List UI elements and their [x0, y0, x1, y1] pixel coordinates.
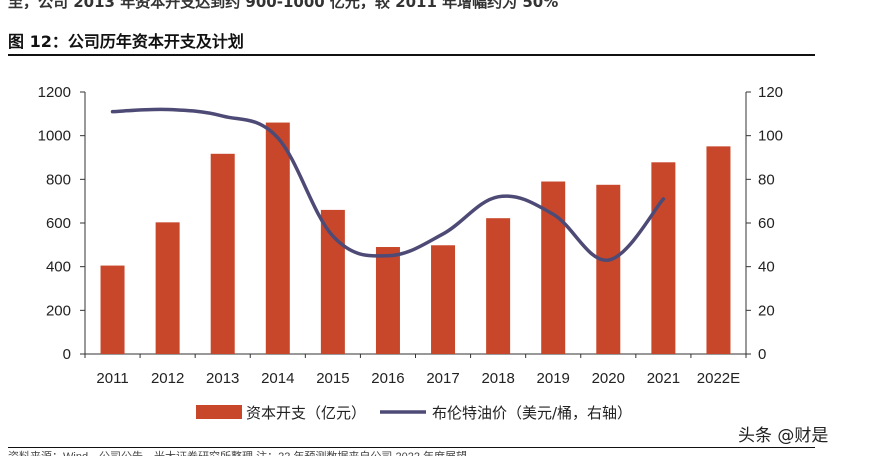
oil-price-line: [110, 107, 666, 262]
x-axis-tick-label: 2015: [316, 370, 349, 387]
capex-bar: [375, 247, 400, 354]
capex-bar: [596, 184, 621, 354]
left-axis-tick-label: 400: [46, 259, 71, 276]
x-axis-tick-label: 2014: [261, 370, 294, 387]
x-axis-tick-label: 2022E: [697, 370, 740, 387]
capex-bar: [541, 181, 566, 354]
x-axis-tick-label: 2017: [426, 370, 459, 387]
capex-bar: [155, 222, 180, 354]
x-axis-tick-label: 2013: [206, 370, 239, 387]
right-axis-tick-label: 0: [758, 346, 766, 363]
capex-bar: [431, 245, 456, 354]
x-axis-tick-label: 2020: [592, 370, 625, 387]
x-axis-tick-label: 2011: [96, 370, 128, 387]
left-axis-tick-label: 1000: [38, 128, 71, 145]
left-axis-tick-label: 1200: [38, 84, 71, 101]
x-axis-tick-label: 2019: [537, 370, 570, 387]
capex-bar: [651, 162, 676, 354]
capex-bar: [100, 265, 125, 354]
right-axis-tick-label: 20: [758, 302, 775, 319]
right-axis-tick-label: 60: [758, 215, 775, 232]
right-axis-tick-label: 40: [758, 259, 775, 276]
capex-bar: [320, 209, 345, 354]
x-axis-tick-label: 2016: [371, 370, 404, 387]
right-axis-tick-label: 100: [758, 128, 783, 145]
x-axis-tick-label: 2012: [151, 370, 184, 387]
capex-bar: [265, 122, 290, 354]
source-note: 资料来源：Wind，公司公告，光大证券研究所整理 注：22 年预测数据来自公司 …: [8, 448, 708, 456]
previous-paragraph-fragment: 至，公司 2013 年资本开支达到约 900-1000 亿元，较 2011 年增…: [8, 0, 559, 9]
source-rule: [8, 447, 815, 448]
watermark: 头条 @财是: [738, 426, 829, 446]
capex-bar: [486, 218, 511, 354]
left-axis-tick-label: 800: [46, 171, 71, 188]
legend-label-oil: 布伦特油价（美元/桶，右轴）: [432, 404, 632, 422]
legend-swatch-capex: [196, 405, 242, 419]
right-axis-tick-label: 80: [758, 171, 775, 188]
right-axis-tick-label: 120: [758, 84, 783, 101]
x-axis-tick-label: 2021: [647, 370, 680, 387]
capex-bar: [706, 146, 731, 354]
title-rule: [8, 54, 815, 56]
figure-title: 图 12：公司历年资本开支及计划: [8, 32, 244, 51]
capex-bar: [210, 153, 235, 354]
left-axis-tick-label: 200: [46, 302, 71, 319]
left-axis-tick-label: 0: [63, 346, 71, 363]
left-axis-tick-label: 600: [46, 215, 71, 232]
legend-label-capex: 资本开支（亿元）: [246, 404, 366, 422]
x-axis-tick-label: 2018: [481, 370, 514, 387]
